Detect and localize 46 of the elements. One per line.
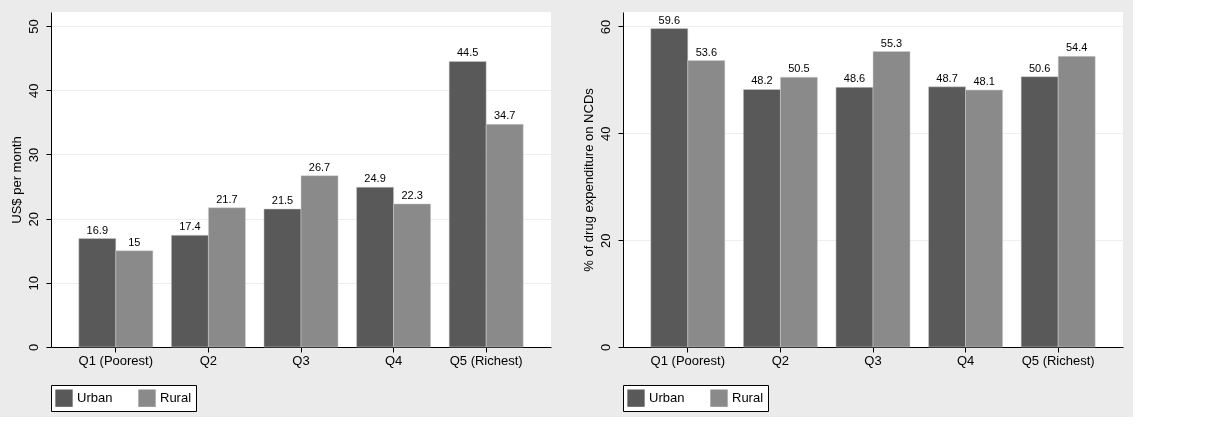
x-tick-label: Q2 <box>771 352 790 368</box>
data-label: 15 <box>128 235 141 248</box>
data-label: 16.9 <box>86 223 109 236</box>
data-label: 54.4 <box>1065 41 1088 54</box>
y-tick-label: 20 <box>25 211 41 227</box>
data-label: 50.6 <box>1028 61 1051 74</box>
x-tick-label: Q4 <box>384 352 403 368</box>
data-label: 24.9 <box>364 172 386 185</box>
data-label: 21.7 <box>216 192 238 205</box>
x-tick-label: Q2 <box>199 352 218 368</box>
data-label: 44.5 <box>456 46 479 59</box>
x-tick-label: Q3 <box>292 352 310 368</box>
legend-label: Rural <box>732 390 764 406</box>
y-tick-label: 0 <box>25 343 41 352</box>
y-tick-label: 40 <box>25 83 41 99</box>
y-tick-label: 0 <box>597 343 613 352</box>
data-label: 59.6 <box>658 13 681 26</box>
data-label: 26.7 <box>308 160 331 173</box>
y-axis-title: % of drug expenditure on NCDs <box>580 87 596 272</box>
x-tick-label: Q5 (Richest) <box>1021 352 1095 368</box>
data-label: 22.3 <box>401 188 423 201</box>
y-tick-label: 40 <box>597 126 613 142</box>
data-label: 48.2 <box>751 74 773 87</box>
data-label: 50.5 <box>788 62 810 75</box>
y-axis-title: US$ per month <box>8 136 24 224</box>
x-tick-label: Q4 <box>956 352 975 368</box>
data-label: 55.3 <box>880 36 903 49</box>
y-tick-label: 60 <box>597 19 613 35</box>
legend-label: Rural <box>160 390 192 406</box>
y-tick-label: 20 <box>597 233 613 248</box>
y-tick-label: 10 <box>25 276 41 291</box>
x-tick-label: Q5 (Richest) <box>449 352 523 368</box>
x-tick-label: Q1 (Poorest) <box>650 352 726 368</box>
data-label: 53.6 <box>695 45 718 58</box>
data-label: 48.6 <box>843 72 866 85</box>
data-label: 21.5 <box>271 194 294 207</box>
y-tick-label: 50 <box>25 19 41 34</box>
data-label: 48.1 <box>973 75 995 88</box>
legend-label: Urban <box>77 390 113 406</box>
data-label: 17.4 <box>179 220 201 233</box>
legend-label: Urban <box>649 390 685 406</box>
y-tick-label: 30 <box>25 147 41 163</box>
x-tick-label: Q3 <box>864 352 882 368</box>
data-label: 34.7 <box>493 109 516 122</box>
data-label: 48.7 <box>936 71 958 84</box>
x-tick-label: Q1 (Poorest) <box>78 352 154 368</box>
